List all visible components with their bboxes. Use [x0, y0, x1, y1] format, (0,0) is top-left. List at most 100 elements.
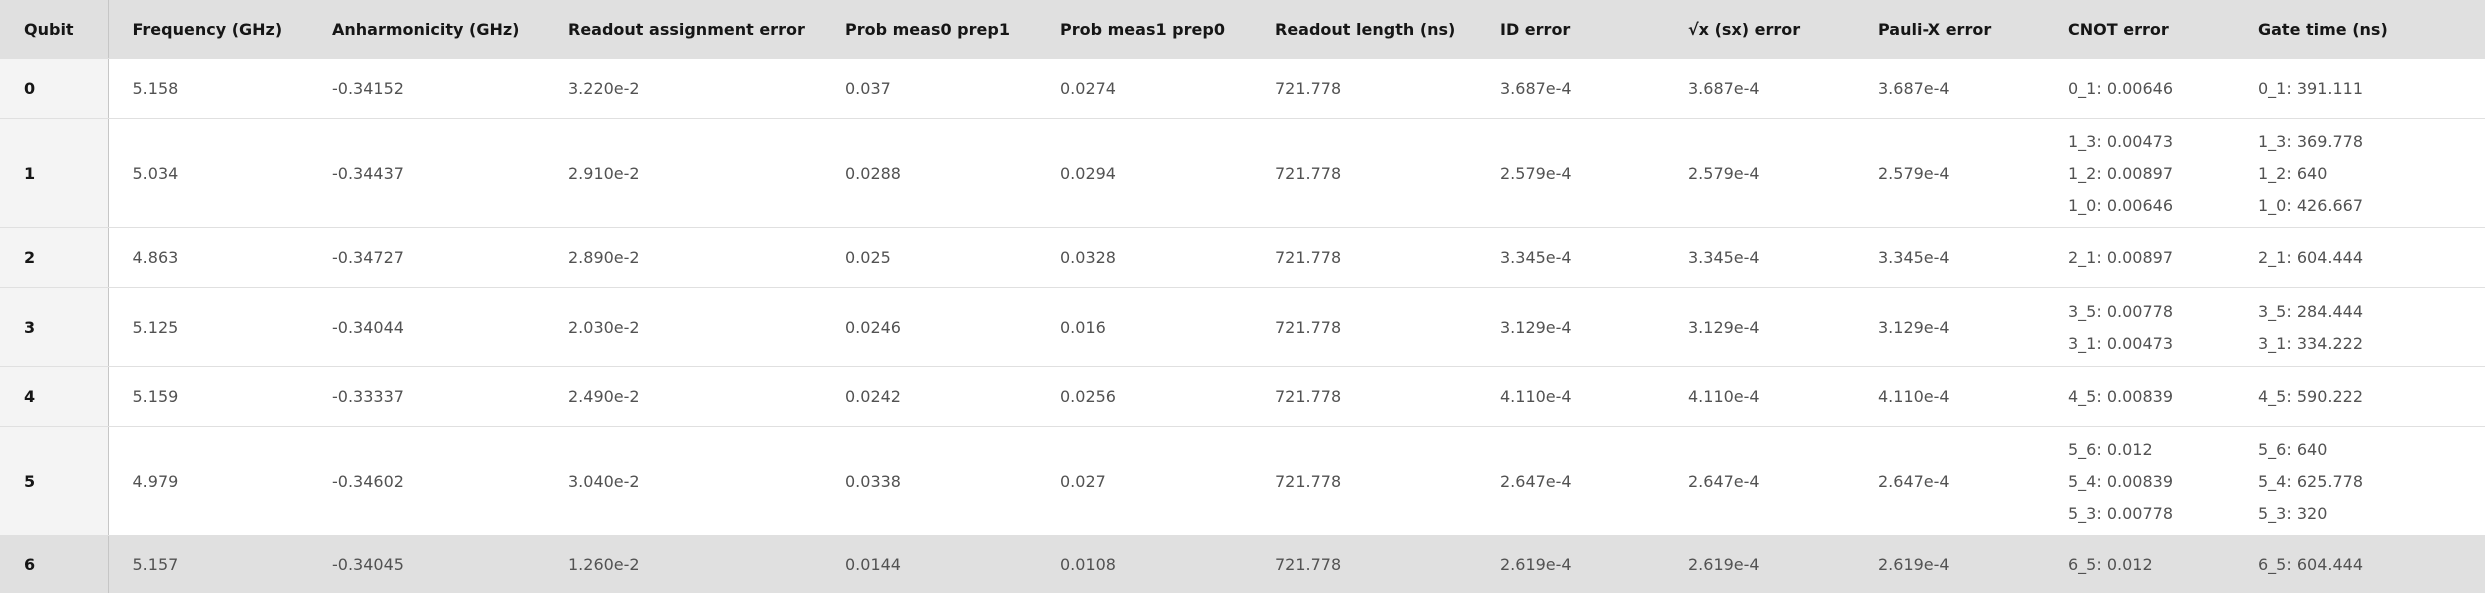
gate-time-cell-list: 1_3: 369.778 1_2: 640 1_0: 426.667 — [2258, 130, 2485, 217]
gate-time-entry: 4_5: 590.222 — [2258, 387, 2363, 406]
header-anharmonicity[interactable]: Anharmonicity (GHz) — [308, 0, 544, 59]
id-error-cell: 2.647e-4 — [1476, 426, 1664, 536]
table-row: 5 4.979 -0.34602 3.040e-2 0.0338 0.027 721.778… — [0, 426, 2485, 536]
readout-error-cell: 2.910e-2 — [544, 118, 821, 228]
pauli-x-error-cell: 2.579e-4 — [1854, 118, 2044, 228]
cnot-error-entry: 1_0: 0.00646 — [2068, 195, 2173, 215]
gate-time-cell: 1_3: 369.778 1_2: 640 1_0: 426.667 — [2234, 118, 2485, 228]
header-prob-meas0-prep1[interactable]: Prob meas0 prep1 — [821, 0, 1036, 59]
prob-meas1-prep0-cell: 0.016 — [1036, 287, 1251, 367]
prob-meas0-prep1-cell: 0.037 — [821, 58, 1036, 119]
header-prob-meas1-prep0[interactable]: Prob meas1 prep0 — [1036, 0, 1251, 59]
sx-error-cell: 2.619e-4 — [1664, 535, 1854, 593]
header-gate-time[interactable]: Gate time (ns) — [2234, 0, 2485, 59]
readout-length-cell: 721.778 — [1251, 426, 1476, 536]
cnot-error-cell: 6_5: 0.012 — [2044, 535, 2234, 593]
anharmonicity-cell: -0.34437 — [308, 118, 544, 228]
prob-meas0-prep1-cell: 0.0246 — [821, 287, 1036, 367]
gate-time-cell: 2_1: 604.444 — [2234, 227, 2485, 288]
prob-meas0-prep1-cell: 0.0242 — [821, 366, 1036, 427]
qubit-cell: 5 — [0, 426, 109, 536]
table-row: 4 5.159 -0.33337 2.490e-2 0.0242 0.0256 721.77… — [0, 366, 2485, 427]
gate-time-cell-list: 0_1: 391.111 — [2258, 77, 2485, 100]
gate-time-cell: 6_5: 604.444 — [2234, 535, 2485, 593]
frequency-cell: 5.159 — [108, 366, 308, 427]
gate-time-entry: 3_1: 334.222 — [2258, 333, 2363, 353]
header-pauli-x-error[interactable]: Pauli-X error — [1854, 0, 2044, 59]
pauli-x-error-cell: 3.687e-4 — [1854, 58, 2044, 119]
cnot-error-cell-list: 1_3: 0.00473 1_2: 0.00897 1_0: 0.00646 — [2068, 130, 2234, 217]
sx-error-cell: 3.687e-4 — [1664, 58, 1854, 119]
qubit-cell: 3 — [0, 287, 109, 367]
gate-time-cell-list: 4_5: 590.222 — [2258, 385, 2485, 408]
readout-error-cell: 2.890e-2 — [544, 227, 821, 288]
header-qubit[interactable]: Qubit — [0, 0, 109, 59]
qubit-cell: 2 — [0, 227, 109, 288]
cnot-error-cell: 0_1: 0.00646 — [2044, 58, 2234, 119]
frequency-cell: 5.158 — [108, 58, 308, 119]
id-error-cell: 3.345e-4 — [1476, 227, 1664, 288]
cnot-error-entry: 5_6: 0.012 — [2068, 439, 2153, 459]
id-error-cell: 2.619e-4 — [1476, 535, 1664, 593]
id-error-cell: 3.129e-4 — [1476, 287, 1664, 367]
header-sx-error[interactable]: √x (sx) error — [1664, 0, 1854, 59]
pauli-x-error-cell: 2.619e-4 — [1854, 535, 2044, 593]
prob-meas0-prep1-cell: 0.025 — [821, 227, 1036, 288]
qubit-cell: 4 — [0, 366, 109, 427]
header-id-error[interactable]: ID error — [1476, 0, 1664, 59]
header-readout-length[interactable]: Readout length (ns) — [1251, 0, 1476, 59]
readout-length-cell: 721.778 — [1251, 287, 1476, 367]
gate-time-cell: 5_6: 640 5_4: 625.778 5_3: 320 — [2234, 426, 2485, 536]
header-cnot-error[interactable]: CNOT error — [2044, 0, 2234, 59]
prob-meas1-prep0-cell: 0.0274 — [1036, 58, 1251, 119]
anharmonicity-cell: -0.34045 — [308, 535, 544, 593]
sx-error-cell: 2.579e-4 — [1664, 118, 1854, 228]
anharmonicity-cell: -0.34044 — [308, 287, 544, 367]
frequency-cell: 4.979 — [108, 426, 308, 536]
gate-time-entry: 5_4: 625.778 — [2258, 471, 2363, 491]
cnot-error-cell: 1_3: 0.00473 1_2: 0.00897 1_0: 0.00646 — [2044, 118, 2234, 228]
readout-error-cell: 2.490e-2 — [544, 366, 821, 427]
cnot-error-cell-list: 3_5: 0.00778 3_1: 0.00473 — [2068, 300, 2234, 355]
cnot-error-entry: 4_5: 0.00839 — [2068, 387, 2173, 406]
cnot-error-entry: 0_1: 0.00646 — [2068, 79, 2173, 98]
gate-time-entry: 6_5: 604.444 — [2258, 555, 2363, 574]
cnot-error-entry: 1_3: 0.00473 — [2068, 131, 2173, 151]
readout-error-cell: 1.260e-2 — [544, 535, 821, 593]
sx-error-cell: 3.129e-4 — [1664, 287, 1854, 367]
gate-time-entry: 1_2: 640 — [2258, 163, 2328, 183]
cnot-error-entry: 5_3: 0.00778 — [2068, 503, 2173, 523]
cnot-error-entry: 3_5: 0.00778 — [2068, 301, 2173, 321]
anharmonicity-cell: -0.34602 — [308, 426, 544, 536]
qubit-cell: 1 — [0, 118, 109, 228]
cnot-error-cell-list: 4_5: 0.00839 — [2068, 385, 2234, 408]
readout-length-cell: 721.778 — [1251, 227, 1476, 288]
gate-time-cell-list: 6_5: 604.444 — [2258, 553, 2485, 576]
prob-meas1-prep0-cell: 0.0328 — [1036, 227, 1251, 288]
gate-time-entry: 5_6: 640 — [2258, 439, 2328, 459]
gate-time-cell-list: 5_6: 640 5_4: 625.778 5_3: 320 — [2258, 438, 2485, 525]
frequency-cell: 4.863 — [108, 227, 308, 288]
cnot-error-entry: 5_4: 0.00839 — [2068, 471, 2173, 491]
cnot-error-cell-list: 0_1: 0.00646 — [2068, 77, 2234, 100]
header-readout-assignment-error[interactable]: Readout assignment error — [544, 0, 821, 59]
header-frequency[interactable]: Frequency (GHz) — [108, 0, 308, 59]
pauli-x-error-cell: 3.129e-4 — [1854, 287, 2044, 367]
gate-time-entry: 3_5: 284.444 — [2258, 301, 2363, 321]
table-row: 0 5.158 -0.34152 3.220e-2 0.037 0.0274 721.778… — [0, 58, 2485, 119]
prob-meas0-prep1-cell: 0.0144 — [821, 535, 1036, 593]
cnot-error-cell-list: 6_5: 0.012 — [2068, 553, 2234, 576]
gate-time-entry: 1_0: 426.667 — [2258, 195, 2363, 215]
cnot-error-entry: 1_2: 0.00897 — [2068, 163, 2173, 183]
table-row: 2 4.863 -0.34727 2.890e-2 0.025 0.0328 721.778… — [0, 227, 2485, 288]
gate-time-cell-list: 2_1: 604.444 — [2258, 246, 2485, 269]
readout-length-cell: 721.778 — [1251, 366, 1476, 427]
gate-time-cell-list: 3_5: 284.444 3_1: 334.222 — [2258, 300, 2485, 355]
cnot-error-cell: 3_5: 0.00778 3_1: 0.00473 — [2044, 287, 2234, 367]
gate-time-entry: 0_1: 391.111 — [2258, 79, 2363, 98]
cnot-error-cell: 4_5: 0.00839 — [2044, 366, 2234, 427]
prob-meas0-prep1-cell: 0.0288 — [821, 118, 1036, 228]
anharmonicity-cell: -0.34727 — [308, 227, 544, 288]
cnot-error-cell-list: 2_1: 0.00897 — [2068, 246, 2234, 269]
prob-meas1-prep0-cell: 0.0108 — [1036, 535, 1251, 593]
